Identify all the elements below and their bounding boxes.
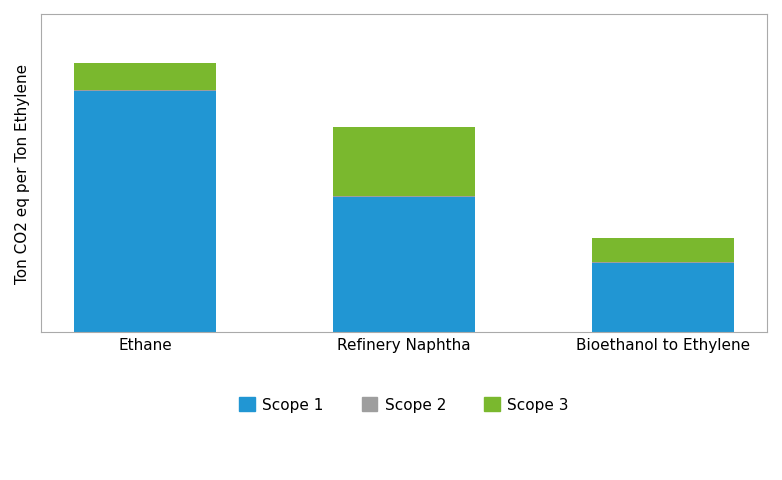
Bar — [333, 128, 475, 196]
Bar — [333, 198, 475, 333]
Bar — [592, 263, 734, 264]
Bar — [333, 196, 475, 198]
Legend: Scope 1, Scope 2, Scope 3: Scope 1, Scope 2, Scope 3 — [233, 391, 575, 419]
Bar — [74, 92, 217, 333]
Bar — [592, 264, 734, 333]
Y-axis label: Ton CO2 eq per Ton Ethylene: Ton CO2 eq per Ton Ethylene — [15, 64, 30, 284]
Bar — [74, 64, 217, 90]
Bar — [592, 239, 734, 263]
Bar — [74, 90, 217, 92]
